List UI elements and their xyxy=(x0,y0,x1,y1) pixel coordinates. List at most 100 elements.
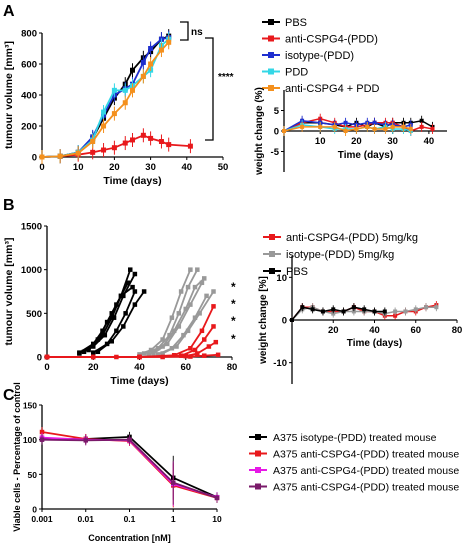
data-point xyxy=(365,124,370,129)
data-point xyxy=(122,87,128,93)
legend-label: anti-CSPG4-(PDD) xyxy=(285,34,378,46)
x-tick-label: 1 xyxy=(171,514,176,524)
data-point xyxy=(101,123,107,129)
data-point xyxy=(181,332,186,338)
x-axis-label: Time (days) xyxy=(103,175,161,187)
data-point xyxy=(91,350,96,355)
legend-marker xyxy=(269,251,275,257)
data-point xyxy=(343,120,348,125)
data-point xyxy=(111,315,117,320)
x-tick-label: 10 xyxy=(315,136,326,147)
legend-label: A375 anti-CSPG4-(PDD) treated mouse xyxy=(273,449,459,461)
legend-a: PBS anti-CSPG4-(PDD) isotype-(PDD) PDD anti-… xyxy=(262,17,380,95)
data-point xyxy=(390,124,395,129)
series-line xyxy=(143,269,199,355)
legend-marker xyxy=(268,52,274,58)
data-point xyxy=(192,347,198,353)
y-axis-label: tumour volume [mm³] xyxy=(3,238,15,346)
legend-c: A375 isotype-(PDD) treated mouse A375 ant… xyxy=(249,432,459,494)
y-tick-label: 10 xyxy=(276,273,287,284)
data-point xyxy=(148,135,154,141)
data-point xyxy=(146,352,151,357)
x-axis-label: Concentration [nM] xyxy=(88,533,171,543)
series-line xyxy=(92,291,136,354)
data-point xyxy=(199,280,205,286)
data-point xyxy=(204,293,209,299)
data-point xyxy=(141,351,147,356)
data-point xyxy=(140,73,146,79)
data-point xyxy=(160,354,165,360)
data-point xyxy=(332,124,337,129)
data-point xyxy=(130,284,135,290)
data-point xyxy=(109,315,114,320)
data-point xyxy=(341,309,346,314)
data-point xyxy=(176,324,182,329)
data-point xyxy=(211,304,216,309)
data-point xyxy=(140,59,146,65)
data-point xyxy=(111,145,117,151)
data-point xyxy=(202,337,207,342)
data-point xyxy=(408,126,413,131)
data-point xyxy=(151,351,156,356)
data-point xyxy=(132,302,138,307)
data-point xyxy=(403,309,408,314)
y-tick-label: 1000 xyxy=(21,265,42,276)
data-point xyxy=(187,143,193,149)
data-point xyxy=(111,111,117,117)
y-tick-label: 1500 xyxy=(21,222,42,233)
data-point xyxy=(39,437,45,442)
y-tick-label: -5 xyxy=(271,147,280,158)
legend-label: PBS xyxy=(285,17,307,29)
y-tick-label: 5 xyxy=(274,106,280,117)
chart-b-weight-change: -10 0 10 20 40 60 80 Time (days) weight change [… xyxy=(258,232,462,384)
data-point xyxy=(148,61,154,67)
legend-label: PDD xyxy=(285,67,308,79)
y-tick-label: -10 xyxy=(273,358,287,369)
x-tick-label: 0 xyxy=(44,362,49,373)
x-tick-label: 30 xyxy=(145,162,156,173)
data-point xyxy=(176,311,182,316)
x-tick-label: 20 xyxy=(109,162,120,173)
annotation-significance: **** xyxy=(218,72,234,83)
data-point xyxy=(165,341,170,347)
y-tick-label: 500 xyxy=(26,309,42,320)
data-point xyxy=(148,46,154,51)
x-tick-label: 20 xyxy=(328,325,339,336)
y-tick-label: 0 xyxy=(37,353,42,364)
data-point xyxy=(171,328,177,334)
y-tick-label: 0 xyxy=(32,153,37,164)
data-point xyxy=(102,332,108,338)
legend-marker xyxy=(255,483,261,490)
x-tick-label: 80 xyxy=(452,325,463,336)
x-tick-label: 0.01 xyxy=(77,514,94,524)
legend-label: A375 anti-CSPG4-(PDD) treated mouse xyxy=(273,482,459,494)
data-point xyxy=(419,118,424,123)
legend-marker xyxy=(255,467,261,473)
data-point xyxy=(331,307,336,312)
legend-label: PBS xyxy=(286,266,308,278)
series-line xyxy=(47,353,219,358)
data-point xyxy=(132,271,138,277)
chart-c-viability: 0 50 100 150 0.001 0.01 0.1 1 10 Concentration [n… xyxy=(12,382,459,543)
data-point xyxy=(318,124,323,129)
data-point xyxy=(118,293,124,299)
legend-marker xyxy=(268,85,274,91)
data-point xyxy=(160,337,165,342)
panel-label-b: B xyxy=(3,197,15,214)
x-tick-label: 50 xyxy=(218,162,229,173)
x-tick-label: 10 xyxy=(73,162,84,173)
data-point xyxy=(167,332,172,338)
data-point xyxy=(202,353,207,358)
x-axis-label: Time (days) xyxy=(347,338,402,349)
data-point xyxy=(206,344,212,349)
y-tick-label: 150 xyxy=(23,401,37,411)
data-point xyxy=(178,289,184,294)
data-point xyxy=(137,352,142,357)
data-point xyxy=(192,315,198,320)
legend-label: A375 anti-CSPG4-(PDD) treated mouse xyxy=(273,465,459,477)
data-point xyxy=(192,284,198,290)
data-point xyxy=(127,437,132,442)
data-point xyxy=(158,139,164,144)
legend-marker xyxy=(268,35,274,42)
y-axis-label: Viable cells - Percentage of control xyxy=(12,382,22,531)
